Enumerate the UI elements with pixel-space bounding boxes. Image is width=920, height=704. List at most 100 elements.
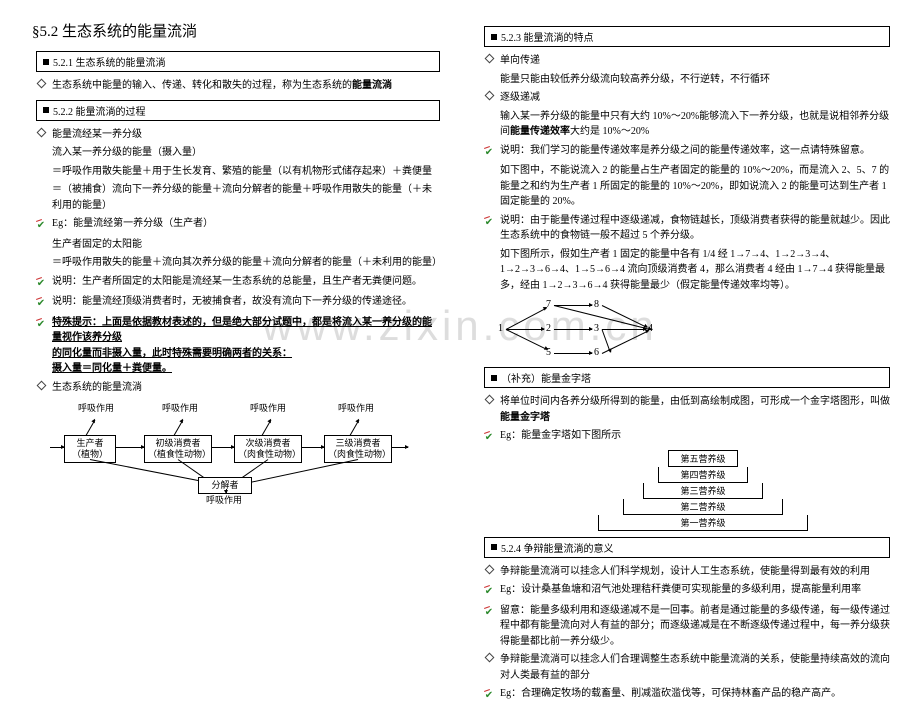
left-column: §5.2 生态系统的能量流淌 5.2.1 生态系统的能量流淌 生态系统中能量的输…: [0, 0, 460, 651]
line: 生产者固定的太阳能: [52, 237, 440, 253]
diamond-icon: [484, 564, 494, 573]
line: 争辩能量流淌可以挂念人们科学规划，设计人工生态系统，使能量得到最有效的利用: [484, 564, 890, 580]
edge: [602, 305, 647, 328]
label-resp: 呼吸作用: [206, 493, 242, 506]
section-pyramid: （补充）能量金字塔: [484, 367, 890, 388]
arrow: [302, 447, 324, 448]
pyr-level: 第四营养级: [658, 467, 748, 483]
energy-flow-diagram: 呼吸作用 呼吸作用 呼吸作用 呼吸作用 生产者（植物） 初级消费者（植食性动物）…: [50, 401, 410, 497]
arrow: [262, 420, 272, 436]
section-5-2-2: 5.2.2 能量流淌的过程: [36, 100, 440, 121]
arrow: [392, 447, 408, 448]
line: 生态系统的能量流淌: [36, 380, 440, 396]
edge: [554, 329, 592, 330]
line: 能量流经某一养分级: [36, 127, 440, 143]
text: 生态系统的能量流淌: [52, 380, 440, 396]
diamond-icon: [484, 394, 494, 403]
box-consumer2: 次级消费者（肉食性动物）: [234, 435, 302, 463]
line: ＝（被捕食）流向下一养分级的能量＋流向分解者的能量＋呼吸作用散失的能量（＋未利用…: [52, 182, 440, 213]
line: 如下图中，不能说流入 2 的能量占生产者固定的能量的 10%～20%，而是流入 …: [500, 163, 890, 210]
text: 说明：能量流经顶级消费者时，无被捕食者，故没有流向下一养分级的传递途径。: [52, 294, 440, 310]
box-consumer3: 三级消费者（肉食性动物）: [324, 435, 392, 463]
diamond-icon: [36, 127, 46, 136]
text: 说明：生产者所固定的太阳能是流经某一生态系统的总能量，且生产者无粪便问题。: [52, 274, 440, 290]
line: ＝呼吸作用散失的能量＋流向其次养分级的能量＋流向分解者的能量（＋未利用的能量）: [52, 255, 440, 271]
check-icon: ✔: [484, 213, 494, 231]
line: 输入某一养分级的能量中只有大约 10%～20%能够流入下一养分级，也就是说相邻养…: [500, 109, 890, 140]
check-icon: ✔: [484, 603, 494, 621]
label-resp: 呼吸作用: [250, 401, 286, 414]
line: 将单位时间内各养分级所得到的能量，由低到高绘制成图，可形成一个金字塔图形，叫做能…: [484, 394, 890, 425]
line: 单向传递: [484, 53, 890, 69]
text: Eg：能量流经第一养分级（生产者）: [52, 216, 440, 232]
node-3: 3: [594, 323, 599, 334]
label-resp: 呼吸作用: [78, 401, 114, 414]
check-icon: ✔: [484, 582, 494, 600]
arrow: [174, 420, 184, 436]
section-5-2-4: 5.2.4 争辩能量流淌的意义: [484, 537, 890, 558]
line: ✔ 留意：能量多级利用和逐级递减不是一回事。前者是通过能量的多级传递，每一级传递…: [484, 603, 890, 650]
line: ✔ 说明：生产者所固定的太阳能是流经某一生态系统的总能量，且生产者无粪便问题。: [36, 274, 440, 292]
edge: [554, 353, 592, 354]
node-1: 1: [498, 323, 503, 334]
square-icon: [43, 59, 49, 65]
label-resp: 呼吸作用: [338, 401, 374, 414]
pyr-level: 第二营养级: [623, 499, 783, 515]
check-icon: ✔: [36, 294, 46, 312]
text: 特殊提示：上面是依据教材表述的，但是绝大部分试题中，都是将流入某一养分级的能量视…: [52, 315, 440, 377]
line: ✔ Eg：合理确定牧场的载畜量、削减滥砍滥伐等，可保持林畜产品的稳产高产。: [484, 686, 890, 704]
pyr-level: 第三营养级: [643, 483, 763, 499]
line: 生态系统中能量的输入、传递、转化和散失的过程，称为生态系统的能量流淌: [36, 78, 440, 94]
square-icon: [491, 375, 497, 381]
square-icon: [491, 34, 497, 40]
edge: [602, 329, 646, 330]
check-icon: ✔: [484, 143, 494, 161]
diamond-icon: [36, 78, 46, 87]
line: ✔ 特殊提示：上面是依据教材表述的，但是绝大部分试题中，都是将流入某一养分级的能…: [36, 315, 440, 377]
edge: [506, 329, 544, 330]
arrow: [50, 447, 64, 448]
label-resp: 呼吸作用: [162, 401, 198, 414]
arrow: [86, 420, 96, 436]
section-label: 5.2.4 争辩能量流淌的意义: [501, 540, 614, 555]
check-icon: ✔: [36, 216, 46, 234]
check-icon: ✔: [36, 315, 46, 333]
line: ＝呼吸作用散失能量＋用于生长发育、繁殖的能量（以有机物形式储存起来）＋粪便量: [52, 164, 440, 180]
text: 能量流经某一养分级: [52, 127, 440, 143]
section-label: 5.2.3 能量流淌的特点: [501, 29, 594, 44]
section-label: 5.2.1 生态系统的能量流淌: [53, 54, 166, 69]
line: ✔ 说明：由于能量传递过程中逐级递减，食物链越长，顶级消费者获得的能量就越少。因…: [484, 213, 890, 244]
energy-pyramid: 第五营养级 第四营养级 第三营养级 第二营养级 第一营养级: [516, 450, 890, 531]
edge: [506, 329, 548, 350]
arrow: [116, 447, 144, 448]
line: 流入某一养分级的能量（摄入量）: [52, 145, 440, 161]
arrow: [350, 420, 360, 436]
square-icon: [491, 544, 497, 550]
node-8: 8: [594, 299, 599, 310]
right-column: 5.2.3 能量流淌的特点 单向传递 能量只能由较低养分级流向较高养分级，不行逆…: [460, 0, 920, 651]
line: ✔ Eg：设计桑基鱼塘和沼气池处理秸秆粪便可实现能量的多级利用，提高能量利用率: [484, 582, 890, 600]
line: ✔ Eg：能量金字塔如下图所示: [484, 428, 890, 446]
section-label: （补充）能量金字塔: [501, 370, 591, 385]
line: ✔ 说明：能量流经顶级消费者时，无被捕食者，故没有流向下一养分级的传递途径。: [36, 294, 440, 312]
arrow: [212, 447, 234, 448]
food-web-diagram: 1 2 3 4 5 6 7 8: [498, 297, 678, 361]
page-title: §5.2 生态系统的能量流淌: [32, 20, 440, 41]
line: 争辩能量流淌可以挂念人们合理调整生态系统中能量流淌的关系，使能量持续高效的流向对…: [484, 652, 890, 683]
line: 能量只能由较低养分级流向较高养分级，不行逆转，不行循环: [500, 72, 890, 88]
pyr-level: 第五营养级: [668, 450, 738, 467]
pyr-level: 第一营养级: [598, 515, 808, 531]
node-2: 2: [546, 323, 551, 334]
square-icon: [43, 107, 49, 113]
line: ✔ 说明：我们学习的能量传递效率是养分级之间的能量传递效率，这一点请特殊留意。: [484, 143, 890, 161]
line: 逐级递减: [484, 90, 890, 106]
node-6: 6: [594, 347, 599, 358]
section-5-2-1: 5.2.1 生态系统的能量流淌: [36, 51, 440, 72]
edge: [554, 305, 651, 330]
diamond-icon: [484, 53, 494, 62]
line: 如下图所示，假如生产者 1 固定的能量中各有 1/4 经 1→7→4、1→2→3…: [500, 247, 890, 294]
section-5-2-3: 5.2.3 能量流淌的特点: [484, 26, 890, 47]
edge: [602, 329, 611, 352]
text: 生态系统中能量的输入、传递、转化和散失的过程，称为生态系统的能量流淌: [52, 78, 440, 94]
diamond-icon: [36, 380, 46, 389]
